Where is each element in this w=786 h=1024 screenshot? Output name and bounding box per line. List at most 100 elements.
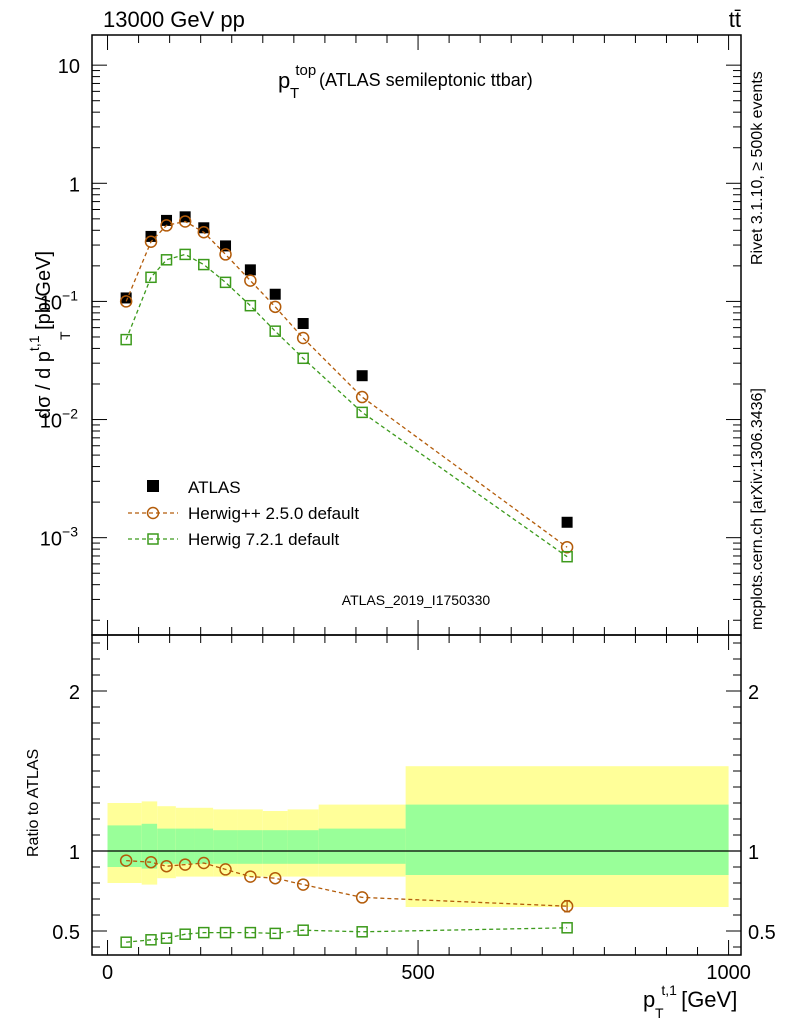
ratio-point-series-0 <box>160 859 173 873</box>
header-energy-label: 13000 GeV pp <box>103 7 245 32</box>
main-point-series-1 <box>197 226 211 239</box>
band-inner-bin <box>194 828 214 864</box>
main-series-line-2 <box>125 253 568 558</box>
main-point-series-0 <box>561 516 573 528</box>
plot-title-main: p <box>278 68 290 93</box>
y-tick-label: 10−2 <box>40 406 78 433</box>
band-inner-bin <box>175 828 195 864</box>
ratio-point-series-0 <box>244 870 257 883</box>
main-axis-ticks: 10−3 10−2 10−1 1 10 <box>40 35 741 635</box>
ratio-y-tick-label: 0.5 <box>52 922 80 944</box>
x-tick-label: 500 <box>401 962 434 984</box>
y-tick-label: 1 <box>69 174 80 196</box>
legend-atlas-marker <box>147 480 159 492</box>
ratio-point-series-0 <box>144 855 158 869</box>
band-inner-bin <box>318 828 406 864</box>
main-point-series-2 <box>356 406 368 419</box>
x-title-main: p <box>643 987 655 1012</box>
ratio-uncertainty-bands <box>92 766 741 907</box>
ratio-y-tick-label-right: 1 <box>748 842 759 864</box>
ratio-y-tick-label-right: 2 <box>748 682 759 704</box>
band-inner-bin <box>213 830 238 864</box>
x-tick-label: 0 <box>102 962 113 984</box>
main-point-series-1 <box>244 274 257 287</box>
legend-herwigpp-marker <box>146 506 160 520</box>
x-title-unit: [GeV] <box>681 987 737 1012</box>
legend-atlas-label: ATLAS <box>188 478 241 497</box>
main-point-series-1 <box>268 300 282 314</box>
main-point-series-1 <box>144 235 158 248</box>
main-point-series-2 <box>120 333 132 346</box>
main-point-series-0 <box>120 292 132 304</box>
ratio-point-series-0 <box>268 871 282 885</box>
band-inner-bin <box>237 830 263 864</box>
ratio-point-series-0 <box>560 899 574 913</box>
main-point-series-0 <box>198 222 210 234</box>
legend-herwigpp-label: Herwig++ 2.5.0 default <box>188 504 359 523</box>
ratio-point-series-1 <box>179 928 191 940</box>
ratio-point-series-1 <box>219 926 232 939</box>
mcplots-label: mcplots.cern.ch [arXiv:1306.3436] <box>749 388 766 630</box>
ratio-y-tick-label: 1 <box>69 842 80 864</box>
header-process-label: tt̄ <box>729 7 741 32</box>
ratio-y-tick-label: 2 <box>69 682 80 704</box>
main-series-line-1 <box>125 220 568 548</box>
analysis-label: ATLAS_2019_I1750330 <box>342 592 491 608</box>
main-point-series-2 <box>561 550 573 563</box>
main-y-axis-title: dσ / d pt,1 [pb/GeV] <box>26 251 55 419</box>
x-title-sup: t,1 <box>661 982 677 998</box>
ratio-point-series-1 <box>244 926 257 939</box>
band-inner-bin <box>262 830 288 864</box>
main-point-series-2 <box>297 352 309 365</box>
legend: ATLAS Herwig++ 2.5.0 default Herwig 7.2.… <box>128 478 359 549</box>
main-point-series-1 <box>219 248 232 261</box>
main-point-series-1 <box>355 390 369 404</box>
y-title-sub: T <box>57 331 73 340</box>
y-title-sup: t,1 <box>26 335 42 351</box>
ratio-point-series-1 <box>198 926 210 939</box>
main-point-series-2 <box>269 325 281 337</box>
y-title-main: dσ / d p <box>33 351 55 419</box>
main-point-series-1 <box>178 215 192 228</box>
legend-herwig7-marker <box>147 533 159 545</box>
svg-text:dσ / d pt,1 [pb/GeV]: dσ / d pt,1 [pb/GeV] <box>26 251 55 419</box>
main-point-series-2 <box>219 276 232 289</box>
main-point-series-2 <box>179 248 191 261</box>
ratio-point-series-1 <box>356 926 368 938</box>
y-title-unit: [pb/GeV] <box>33 251 55 336</box>
plot-title-rest: (ATLAS semileptonic ttbar) <box>319 70 533 90</box>
main-point-series-0 <box>356 370 368 382</box>
band-inner-bin <box>107 825 142 867</box>
main-point-series-2 <box>198 258 210 271</box>
main-point-series-0 <box>244 264 256 276</box>
ratio-plot-series <box>119 854 574 948</box>
ratio-y-tick-label-right: 0.5 <box>748 922 776 944</box>
plot-title: p top <box>278 62 316 93</box>
main-point-series-1 <box>160 219 173 232</box>
legend-herwig7-label: Herwig 7.2.1 default <box>188 530 339 549</box>
x-tick-label: 1000 <box>706 962 751 984</box>
plot-title-sub: T <box>290 85 299 102</box>
ratio-point-series-1 <box>561 922 573 934</box>
ratio-point-series-0 <box>178 858 192 871</box>
plot-title-sup: top <box>295 62 316 79</box>
ratio-point-series-1 <box>160 932 173 944</box>
rivet-version-label: Rivet 3.1.10, ≥ 500k events <box>749 71 766 265</box>
main-point-series-1 <box>560 540 574 554</box>
main-point-series-0 <box>220 240 232 252</box>
ratio-y-axis-title: Ratio to ATLAS <box>25 749 42 857</box>
ratio-series-line-1 <box>126 927 568 943</box>
main-point-series-2 <box>145 271 157 284</box>
ratio-axis-ticks: 0.5 0.5 1 1 2 2 0 500 1000 <box>52 635 776 984</box>
band-inner-bin <box>157 828 176 864</box>
ratio-point-series-1 <box>269 927 281 940</box>
ratio-point-series-0 <box>296 878 310 891</box>
ratio-point-series-0 <box>119 854 133 867</box>
main-point-series-2 <box>244 299 257 312</box>
y-tick-label: 10−1 <box>40 287 78 314</box>
main-point-series-0 <box>297 318 309 330</box>
main-point-series-0 <box>179 211 191 223</box>
main-point-series-1 <box>296 331 310 345</box>
x-axis-title: p t,1 [GeV] <box>643 975 737 1012</box>
